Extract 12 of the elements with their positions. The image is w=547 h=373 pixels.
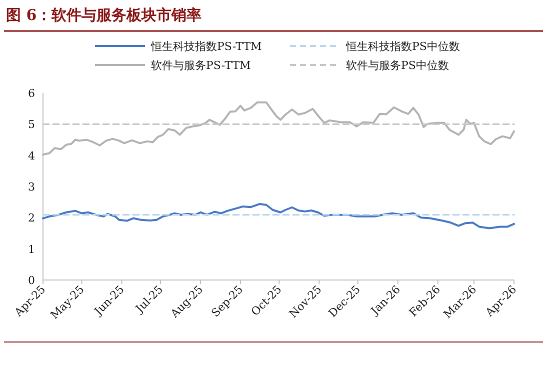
- y-tick-label: 0: [28, 274, 35, 287]
- y-tick-label: 1: [28, 242, 35, 256]
- legend-label: 恒生科技指数PS中位数: [345, 40, 460, 53]
- legend-label: 恒生科技指数PS-TTM: [150, 40, 262, 53]
- legend-label: 软件与服务PS中位数: [346, 59, 449, 72]
- y-tick-label: 6: [28, 87, 35, 100]
- y-tick-label: 3: [28, 180, 35, 194]
- y-tick-label: 4: [28, 149, 35, 162]
- y-tick-label: 2: [28, 212, 35, 225]
- title: 图 6：软件与服务板块市销率: [6, 6, 202, 24]
- legend-label: 软件与服务PS-TTM: [151, 59, 251, 72]
- y-tick-label: 5: [28, 118, 35, 132]
